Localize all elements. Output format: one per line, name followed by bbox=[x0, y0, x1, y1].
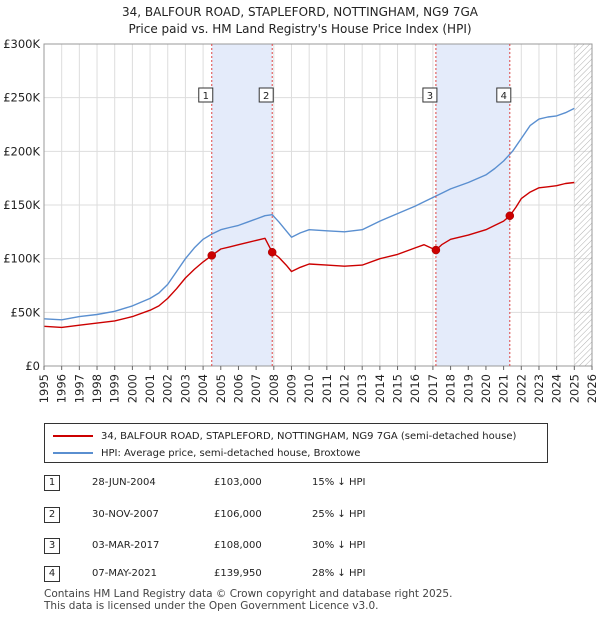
x-tick-label: 2004 bbox=[196, 374, 210, 403]
sale-markers: 1 2 3 4 bbox=[198, 44, 515, 366]
x-tick-label: 2025 bbox=[567, 374, 581, 403]
transaction-date: 30-NOV-2007 bbox=[92, 509, 159, 520]
sale-periods bbox=[211, 44, 592, 366]
legend-swatch-hpi bbox=[53, 452, 93, 454]
y-tick-label: £300K bbox=[3, 37, 40, 51]
transaction-hpi-diff: 28% ↓ HPI bbox=[312, 568, 366, 579]
x-tick-label: 1996 bbox=[55, 374, 69, 403]
y-tick-label: £0 bbox=[25, 359, 40, 373]
transaction-number: 2 bbox=[44, 507, 60, 523]
x-tick-label: 2016 bbox=[408, 374, 422, 403]
x-tick-label: 1995 bbox=[37, 374, 51, 403]
x-tick-label: 2026 bbox=[585, 374, 599, 403]
sale-point bbox=[431, 245, 441, 255]
transaction-price: £108,000 bbox=[214, 540, 262, 551]
x-tick-label: 2012 bbox=[338, 374, 352, 403]
legend: 34, BALFOUR ROAD, STAPLEFORD, NOTTINGHAM… bbox=[44, 423, 548, 463]
x-tick-label: 2010 bbox=[302, 374, 316, 403]
footer-attribution: Contains HM Land Registry data © Crown c… bbox=[44, 588, 452, 612]
sale-marker-badge bbox=[198, 87, 214, 103]
transaction-price: £103,000 bbox=[214, 477, 262, 488]
x-tick-label: 2015 bbox=[391, 374, 405, 403]
footer-line: This data is licensed under the Open Gov… bbox=[44, 600, 379, 612]
x-tick-label: 2011 bbox=[320, 374, 334, 403]
sale-marker-badge bbox=[422, 87, 438, 103]
sale-point bbox=[207, 251, 217, 260]
x-tick-label: 2007 bbox=[249, 374, 263, 403]
transaction-hpi-diff: 15% ↓ HPI bbox=[312, 477, 366, 488]
sale-point bbox=[505, 211, 515, 221]
x-tick-label: 2013 bbox=[355, 374, 369, 403]
x-tick-label: 2018 bbox=[444, 374, 458, 403]
y-tick-label: £50K bbox=[11, 305, 41, 319]
transaction-number: 4 bbox=[44, 566, 60, 582]
y-tick-label: £200K bbox=[3, 144, 40, 158]
transaction-price: £139,950 bbox=[214, 568, 262, 579]
x-tick-label: 2000 bbox=[125, 374, 139, 403]
sale-marker-label: 2 bbox=[263, 91, 269, 102]
transaction-date: 07-MAY-2021 bbox=[92, 568, 158, 579]
chart-subtitle: Price paid vs. HM Land Registry's House … bbox=[128, 22, 471, 36]
x-tick-label: 2021 bbox=[497, 374, 511, 403]
x-tick-label: 2003 bbox=[178, 374, 192, 403]
sale-marker-badge bbox=[258, 87, 274, 103]
footer-line: Contains HM Land Registry data © Crown c… bbox=[44, 588, 453, 600]
x-tick-label: 1997 bbox=[72, 374, 86, 403]
transaction-number: 3 bbox=[44, 538, 60, 554]
x-tick-label: 2019 bbox=[461, 374, 475, 403]
transaction-price: £106,000 bbox=[214, 509, 262, 520]
x-tick-label: 2005 bbox=[214, 374, 228, 403]
sale-marker-label: 1 bbox=[203, 91, 209, 102]
price-chart: 34, BALFOUR ROAD, STAPLEFORD, NOTTINGHAM… bbox=[3, 5, 599, 403]
x-tick-label: 2009 bbox=[284, 374, 298, 403]
y-tick-label: £250K bbox=[3, 91, 40, 105]
transaction-hpi-diff: 25% ↓ HPI bbox=[312, 509, 366, 520]
x-tick-label: 2020 bbox=[479, 374, 493, 403]
x-tick-label: 2006 bbox=[231, 374, 245, 403]
forecast-hatch bbox=[574, 44, 592, 366]
x-tick-label: 2017 bbox=[426, 374, 440, 403]
y-tick-label: £150K bbox=[3, 198, 40, 212]
legend-label-hpi: HPI: Average price, semi-detached house,… bbox=[101, 447, 361, 459]
x-tick-label: 1999 bbox=[108, 374, 122, 403]
plot-frame bbox=[43, 43, 593, 367]
legend-item-hpi: HPI: Average price, semi-detached house,… bbox=[53, 444, 360, 462]
sale-marker-label: 3 bbox=[427, 91, 433, 102]
sale-marker-label: 4 bbox=[501, 91, 507, 102]
y-tick-label: £100K bbox=[3, 252, 40, 266]
x-tick-label: 2014 bbox=[373, 374, 387, 403]
series-line bbox=[44, 107, 575, 321]
legend-label-property: 34, BALFOUR ROAD, STAPLEFORD, NOTTINGHAM… bbox=[101, 430, 517, 442]
legend-swatch-property bbox=[53, 435, 93, 437]
transaction-number: 1 bbox=[44, 475, 60, 491]
x-tick-label: 2024 bbox=[550, 374, 564, 403]
transaction-date: 03-MAR-2017 bbox=[92, 540, 160, 551]
sale-marker-badge bbox=[496, 87, 512, 103]
transaction-hpi-diff: 30% ↓ HPI bbox=[312, 540, 366, 551]
transaction-date: 28-JUN-2004 bbox=[92, 477, 156, 488]
x-tick-label: 2008 bbox=[267, 374, 281, 403]
x-tick-label: 2023 bbox=[532, 374, 546, 403]
chart-title: 34, BALFOUR ROAD, STAPLEFORD, NOTTINGHAM… bbox=[122, 5, 479, 19]
legend-item-property: 34, BALFOUR ROAD, STAPLEFORD, NOTTINGHAM… bbox=[53, 427, 516, 445]
x-tick-label: 2001 bbox=[143, 374, 157, 403]
x-tick-label: 1998 bbox=[90, 374, 104, 403]
x-tick-label: 2022 bbox=[514, 374, 528, 403]
x-tick-label: 2002 bbox=[161, 374, 175, 403]
sale-point bbox=[267, 247, 277, 257]
